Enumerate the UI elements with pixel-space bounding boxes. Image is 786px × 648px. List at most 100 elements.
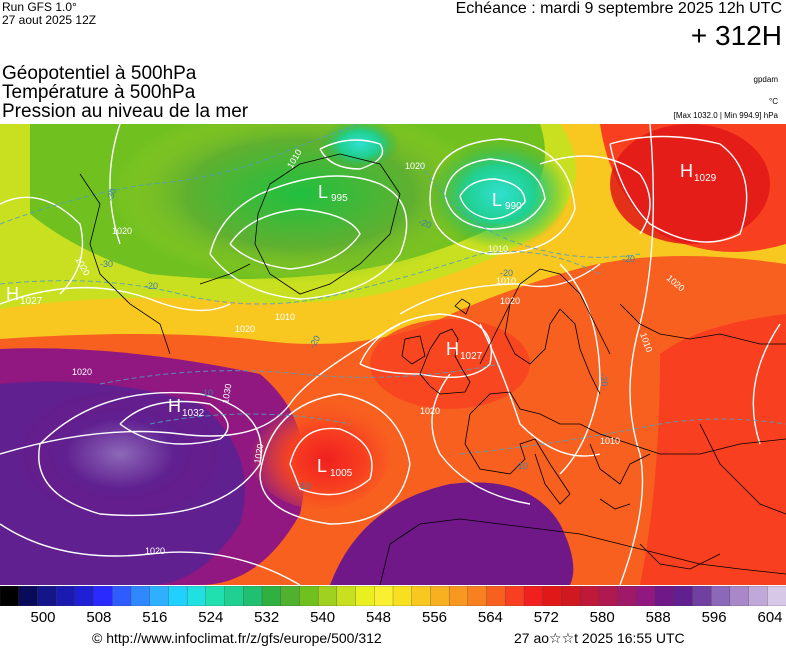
isobar-label: 1020 <box>500 296 520 306</box>
temperature-label: -20 <box>145 281 158 291</box>
isobar-label: 1010 <box>488 244 508 254</box>
color-scale-label: 508 <box>86 609 112 626</box>
color-swatch <box>692 586 712 606</box>
temperature-label: -10 <box>298 481 311 491</box>
temperature-label: -20 <box>598 373 610 388</box>
color-scale-label: 516 <box>142 609 168 626</box>
isobar-label: 1020 <box>112 226 132 236</box>
color-swatch <box>636 586 656 606</box>
pressure-high-center: H 1029 <box>680 161 717 184</box>
svg-text:H: H <box>680 161 693 181</box>
color-swatch <box>748 586 768 606</box>
color-swatch <box>93 586 113 606</box>
color-swatch <box>317 586 338 606</box>
lead-time: + 312H <box>690 20 782 51</box>
color-swatch <box>542 586 563 606</box>
color-swatch <box>467 586 488 606</box>
color-swatch <box>392 586 413 606</box>
color-scale-label: 540 <box>310 609 336 626</box>
svg-text:L: L <box>318 182 328 202</box>
color-swatch <box>112 586 132 606</box>
color-swatch <box>673 586 694 606</box>
color-swatch <box>37 586 57 606</box>
color-scale-labels: 500 508 516 524 532 540 548 556 564 572 580 588 596 6… <box>0 609 786 629</box>
temperature-label: -20 <box>417 216 433 230</box>
color-swatch <box>299 586 319 606</box>
run-date: 27 aout 2025 12Z <box>2 13 97 27</box>
weather-map: 1010 1010 1010 1020 1020 1020 1020 1020 … <box>0 124 786 585</box>
isobar-label: 1020 <box>405 161 425 171</box>
svg-text:1027: 1027 <box>20 296 43 307</box>
color-swatch <box>617 586 637 606</box>
color-scale-label: 532 <box>254 609 280 626</box>
temperature-label: -20 <box>622 254 635 264</box>
isobar-label: 1010 <box>600 436 620 446</box>
pressure-low-center: L 990 <box>492 190 522 212</box>
color-swatch <box>448 586 469 606</box>
temperature-label: -30 <box>100 259 113 269</box>
color-swatch <box>0 586 20 606</box>
isobar-label: 1020 <box>145 546 165 556</box>
color-swatch <box>355 586 375 606</box>
pressure-low-center: L 1005 <box>317 456 353 479</box>
svg-text:1005: 1005 <box>330 468 353 479</box>
color-swatch <box>767 586 786 606</box>
unit-geopotential: gpdam <box>753 75 778 84</box>
svg-text:1027: 1027 <box>460 351 483 362</box>
color-scale-label: 580 <box>589 609 615 626</box>
color-swatch <box>579 586 600 606</box>
color-scale-label: 588 <box>645 609 671 626</box>
pressure-low-center: L 995 <box>318 182 348 204</box>
color-scale <box>0 586 786 606</box>
svg-text:990: 990 <box>505 201 522 212</box>
color-swatch <box>224 586 244 606</box>
color-scale-label: 604 <box>757 609 783 626</box>
color-scale-label: 556 <box>421 609 448 626</box>
color-swatch <box>261 586 282 606</box>
temperature-label: -30 <box>104 187 118 203</box>
color-swatch <box>374 586 394 606</box>
temperature-label: -20 <box>500 268 513 278</box>
source-link: © http://www.infoclimat.fr/z/gfs/europe/… <box>92 630 382 646</box>
color-swatch <box>130 586 151 606</box>
color-swatch <box>505 586 525 606</box>
color-scale-label: 500 <box>30 609 56 626</box>
pressure-range: [Max 1032.0 | Min 994.9] hPa <box>673 111 778 120</box>
color-swatch <box>523 586 544 606</box>
pressure-high-center: H 1027 <box>446 339 483 362</box>
svg-text:1032: 1032 <box>182 408 205 419</box>
color-swatch <box>205 586 226 606</box>
color-swatch <box>411 586 432 606</box>
isobar-label: 1030 <box>220 383 233 404</box>
pressure-high-center: H 1032 <box>168 396 205 419</box>
color-swatch <box>336 586 357 606</box>
isobar-label: 1020 <box>72 367 92 377</box>
color-swatch <box>598 586 619 606</box>
color-swatch <box>168 586 188 606</box>
isobar-label: 1020 <box>252 443 265 464</box>
pressure-high-center: H 1027 <box>6 284 43 307</box>
color-scale-label: 564 <box>477 609 503 626</box>
title-pressure: Pression au niveau de la mer <box>2 101 249 122</box>
svg-text:995: 995 <box>331 193 348 204</box>
valid-time: Echéance : mardi 9 septembre 2025 12h UT… <box>455 0 782 17</box>
color-swatch <box>710 586 731 606</box>
svg-text:L: L <box>492 190 502 210</box>
color-scale-label: 596 <box>701 609 727 626</box>
color-scale-label: 572 <box>533 609 559 626</box>
color-swatch <box>430 586 450 606</box>
color-swatch <box>18 586 39 606</box>
generated-date: 27 ao☆☆t 2025 16:55 UTC <box>514 630 685 646</box>
svg-text:1029: 1029 <box>694 173 717 184</box>
temperature-label: -10 <box>200 388 213 398</box>
isobar-label: 1020 <box>235 324 255 334</box>
color-swatch <box>186 586 207 606</box>
unit-temperature: °C <box>769 97 778 106</box>
isobar-label: 1020 <box>420 406 440 416</box>
color-swatch <box>243 586 263 606</box>
color-scale-label: 548 <box>365 609 392 626</box>
color-swatch <box>74 586 95 606</box>
svg-text:L: L <box>317 456 327 476</box>
color-swatch <box>280 586 301 606</box>
isobar-label: 1010 <box>496 276 516 286</box>
